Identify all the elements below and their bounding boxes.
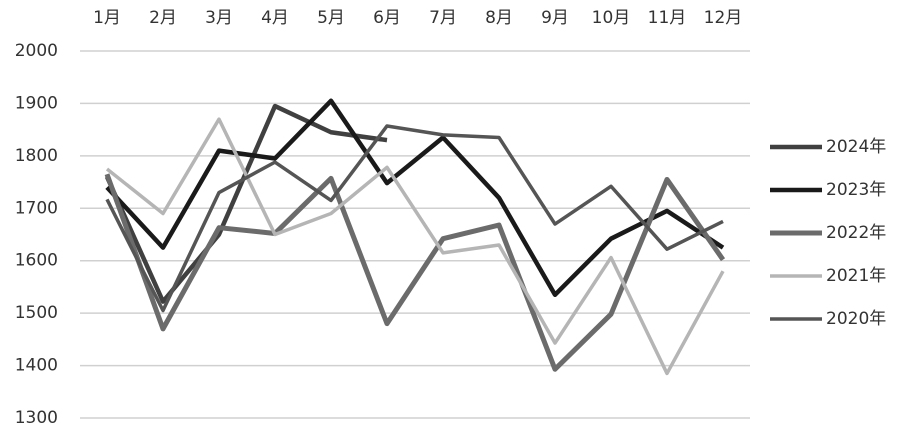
legend-label: 2021年 <box>826 266 886 286</box>
x-tick-label: 5月 <box>317 8 345 28</box>
x-tick-label: 3月 <box>205 8 233 28</box>
legend-label: 2024年 <box>826 137 886 157</box>
x-tick-label: 12月 <box>704 8 743 28</box>
y-tick-label: 1700 <box>15 198 58 218</box>
x-tick-label: 11月 <box>648 8 687 28</box>
y-tick-label: 1500 <box>15 303 58 323</box>
y-tick-label: 1300 <box>15 408 58 428</box>
series-line <box>105 98 725 298</box>
series-line <box>104 173 726 372</box>
legend-label: 2020年 <box>826 309 886 329</box>
x-tick-label: 4月 <box>261 8 289 28</box>
x-tick-label: 6月 <box>373 8 401 28</box>
y-tick-label: 1900 <box>15 93 58 113</box>
x-tick-label: 8月 <box>485 8 513 28</box>
y-tick-label: 1400 <box>15 356 58 376</box>
x-tick-label: 7月 <box>429 8 457 28</box>
y-tick-label: 1600 <box>15 251 58 271</box>
series-line <box>105 124 724 313</box>
y-tick-label: 2000 <box>15 41 58 61</box>
x-tick-label: 1月 <box>93 8 121 28</box>
x-tick-label: 2月 <box>149 8 177 28</box>
y-tick-label: 1800 <box>15 146 58 166</box>
x-tick-label: 10月 <box>592 8 631 28</box>
series-line <box>105 117 725 376</box>
x-tick-label: 9月 <box>541 8 569 28</box>
legend-label: 2023年 <box>826 180 886 200</box>
series-line <box>104 103 388 304</box>
legend-label: 2022年 <box>826 223 886 243</box>
